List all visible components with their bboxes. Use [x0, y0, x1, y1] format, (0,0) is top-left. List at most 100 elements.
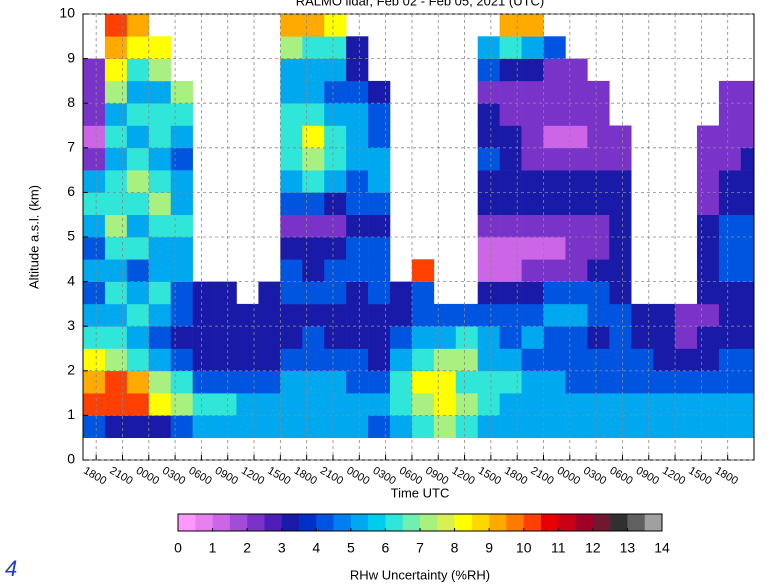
cell	[368, 192, 391, 215]
cell	[368, 281, 391, 305]
cell	[368, 348, 391, 372]
cell	[170, 415, 193, 438]
cell	[565, 147, 588, 171]
cell	[126, 14, 150, 37]
cell	[389, 415, 413, 438]
cell	[368, 303, 391, 327]
x-tick-label: 0900	[423, 465, 450, 488]
cell	[126, 36, 150, 59]
cell	[236, 326, 259, 349]
x-tick-label: 2100	[108, 465, 135, 488]
cell	[718, 303, 742, 327]
cell	[368, 125, 391, 149]
cell	[104, 14, 128, 37]
cell	[170, 170, 193, 193]
cell	[126, 393, 150, 416]
y-tick-label: 0	[67, 451, 75, 467]
cell	[324, 36, 347, 59]
cell	[324, 58, 347, 82]
cell	[148, 36, 172, 59]
cell	[302, 415, 325, 438]
cell	[499, 14, 522, 37]
colorbar-tick-label: 7	[416, 540, 424, 556]
cell	[433, 393, 457, 416]
cell	[170, 348, 193, 372]
cell	[477, 393, 500, 416]
cell	[521, 170, 544, 193]
colorbar-segment	[264, 514, 283, 531]
cell	[653, 393, 676, 416]
cell	[499, 125, 522, 149]
cell	[258, 415, 281, 438]
cell	[83, 170, 106, 193]
cell	[455, 370, 479, 394]
cell	[236, 393, 259, 416]
cell	[609, 415, 632, 438]
cell	[83, 370, 106, 394]
cell	[477, 125, 500, 149]
x-tick-label: 1200	[660, 465, 687, 488]
cell	[148, 303, 172, 327]
cell	[104, 326, 128, 349]
cell	[411, 393, 435, 416]
colorbar-segment	[627, 514, 646, 531]
cell	[214, 415, 237, 438]
colorbar-segment	[385, 514, 404, 531]
cell	[609, 326, 632, 349]
colorbar-segment	[506, 514, 525, 531]
cell	[324, 14, 347, 37]
cell	[324, 415, 347, 438]
cell	[170, 303, 193, 327]
cell	[368, 237, 391, 260]
cell	[565, 393, 588, 416]
colorbar-segment	[316, 514, 334, 531]
cell	[280, 80, 303, 104]
cell	[499, 237, 522, 260]
x-axis-label: Time UTC	[391, 485, 450, 500]
cell	[192, 326, 215, 349]
cell	[83, 58, 106, 82]
cell	[543, 326, 566, 349]
cell	[214, 281, 237, 305]
cell	[324, 237, 347, 260]
cell	[83, 415, 106, 438]
y-tick-label: 7	[67, 139, 75, 155]
cell	[192, 393, 215, 416]
cell	[236, 303, 259, 327]
cell	[696, 170, 720, 193]
cell	[368, 214, 391, 238]
cell	[543, 36, 566, 59]
cell	[126, 147, 150, 171]
cell	[696, 415, 720, 438]
cell	[455, 415, 479, 438]
chart-title: RALMO lidar, Feb 02 - Feb 05, 2021 (UTC)	[296, 0, 545, 8]
cell	[631, 326, 654, 349]
cell	[346, 36, 369, 59]
cell	[368, 370, 391, 394]
cell	[477, 80, 500, 104]
cell	[258, 281, 281, 305]
cell	[521, 14, 544, 37]
colorbar-label: RHw Uncertainty (%RH)	[350, 567, 490, 582]
x-tick-label: 0900	[634, 465, 661, 488]
cell	[587, 393, 610, 416]
cell	[324, 303, 347, 327]
colorbar-segment	[402, 514, 421, 531]
cell	[477, 147, 500, 171]
cell	[565, 80, 588, 104]
cell	[280, 237, 303, 260]
x-tick-label: 1500	[265, 465, 292, 488]
cell	[543, 303, 566, 327]
cell	[696, 370, 720, 394]
x-tick-label: 1500	[476, 465, 503, 488]
cell	[521, 192, 544, 215]
cell	[389, 393, 413, 416]
cell	[499, 281, 522, 305]
cell	[696, 393, 720, 416]
cell	[609, 170, 632, 193]
cell	[411, 281, 435, 305]
cell	[587, 147, 610, 171]
cell	[740, 80, 755, 104]
cell	[126, 303, 150, 327]
